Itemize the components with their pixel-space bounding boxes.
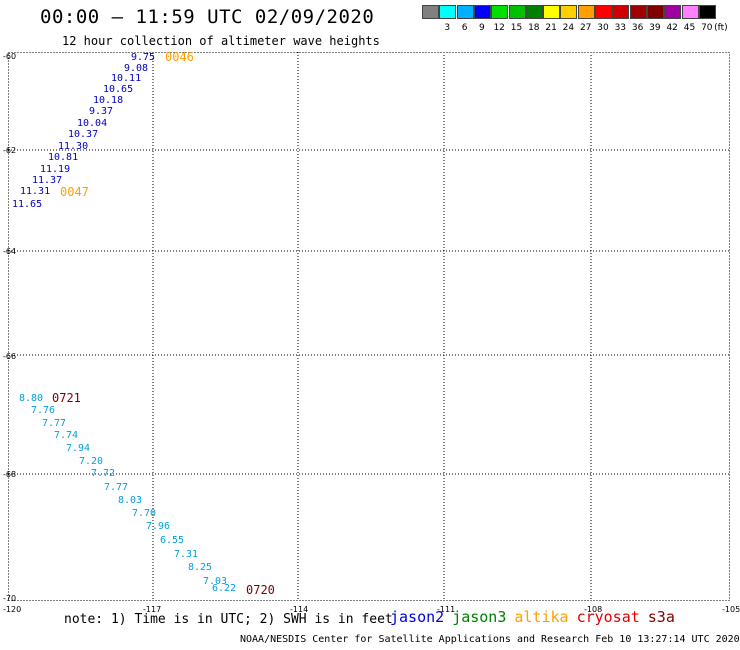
swh-value: 11.30 bbox=[58, 141, 89, 152]
swh-value: 7.72 bbox=[91, 468, 116, 479]
longitude-label: -108 bbox=[584, 605, 603, 614]
satellite-name: jason3 bbox=[452, 608, 507, 626]
satellite-name: s3a bbox=[647, 608, 675, 626]
latitude-label: -64 bbox=[3, 247, 17, 256]
latitude-label: -70 bbox=[3, 594, 17, 603]
footer-credit: NOAA/NESDIS Center for Satellite Applica… bbox=[240, 634, 740, 645]
legend-swatch bbox=[422, 5, 439, 19]
legend-label: 30 bbox=[597, 23, 609, 33]
swh-value: 7.31 bbox=[174, 549, 199, 560]
page-subtitle: 12 hour collection of altimeter wave hei… bbox=[62, 34, 380, 48]
map-grid bbox=[8, 52, 730, 601]
legend-label: 3 bbox=[444, 23, 451, 33]
legend-swatch bbox=[508, 5, 526, 19]
longitude-label: -117 bbox=[143, 605, 162, 614]
legend-label: 24 bbox=[562, 23, 575, 33]
swh-value: 10.18 bbox=[93, 95, 124, 106]
legend-label: 39 bbox=[649, 23, 661, 33]
swh-value: 7.20 bbox=[79, 456, 104, 467]
legend-swatch bbox=[456, 5, 474, 19]
legend-swatch bbox=[473, 5, 491, 19]
legend-label: 45 bbox=[683, 23, 696, 33]
legend-label: 12 bbox=[493, 23, 505, 33]
swh-value: 11.65 bbox=[12, 199, 43, 210]
pass-time-label: 0047 bbox=[60, 185, 89, 199]
swh-value: 11.19 bbox=[40, 164, 71, 175]
swh-value: 6.55 bbox=[160, 535, 185, 546]
swh-value: 7.77 bbox=[104, 482, 129, 493]
legend-swatch bbox=[629, 5, 647, 19]
swh-value: 10.11 bbox=[111, 73, 142, 84]
legend-unit: (ft) bbox=[714, 23, 728, 33]
legend-swatch bbox=[646, 5, 664, 19]
swh-value: 8.80 bbox=[19, 393, 44, 404]
swh-value: 11.37 bbox=[32, 175, 63, 186]
longitude-label: -120 bbox=[3, 605, 22, 614]
legend-label: 21 bbox=[545, 23, 557, 33]
legend-swatch bbox=[525, 5, 543, 19]
satellite-name: cryosat bbox=[576, 608, 640, 626]
pass-time-label: 0046 bbox=[165, 50, 194, 64]
legend-label: 9 bbox=[479, 23, 485, 33]
legend-label: 15 bbox=[510, 23, 523, 33]
swh-value: 8.03 bbox=[118, 495, 143, 506]
swh-value: 10.04 bbox=[77, 118, 108, 129]
map-panel bbox=[8, 52, 730, 601]
legend-swatch bbox=[491, 5, 509, 19]
legend-swatch bbox=[698, 5, 716, 19]
pass-time-label: 0720 bbox=[246, 583, 275, 597]
legend-swatch bbox=[560, 5, 578, 19]
satellite-name: jason2 bbox=[390, 608, 445, 626]
legend-label: 36 bbox=[631, 23, 644, 33]
legend-swatch bbox=[439, 5, 457, 19]
legend-label: 18 bbox=[528, 23, 540, 33]
pass-time-label: 0721 bbox=[52, 391, 81, 405]
latitude-label: -62 bbox=[3, 146, 17, 155]
swh-value: 6.22 bbox=[212, 583, 237, 594]
satellite-name: altika bbox=[514, 608, 569, 626]
swh-value: 7.74 bbox=[54, 430, 79, 441]
latitude-label: -66 bbox=[3, 352, 17, 361]
legend-label: 33 bbox=[614, 23, 627, 33]
swh-value: 10.37 bbox=[68, 129, 99, 140]
swh-value: 8.25 bbox=[188, 562, 213, 573]
swh-value: 7.76 bbox=[31, 405, 56, 416]
swh-value: 10.81 bbox=[48, 152, 79, 163]
swh-value: 7.94 bbox=[66, 443, 91, 454]
legend-label: 27 bbox=[579, 23, 592, 33]
note-text: note: 1) Time is in UTC; 2) SWH is in fe… bbox=[64, 612, 393, 627]
swh-value: 10.65 bbox=[103, 84, 134, 95]
swh-value: 7.03 bbox=[203, 576, 228, 587]
swh-value: 11.31 bbox=[20, 186, 51, 197]
swh-value: 9.37 bbox=[89, 106, 114, 117]
legend-label: 42 bbox=[666, 23, 678, 33]
legend-swatch bbox=[664, 5, 682, 19]
legend-swatch bbox=[543, 5, 561, 19]
legend-swatch bbox=[577, 5, 595, 19]
swh-value: 7.77 bbox=[42, 418, 67, 429]
legend-swatch bbox=[612, 5, 630, 19]
legend-swatch bbox=[595, 5, 612, 19]
swh-value: 7.70 bbox=[132, 508, 157, 519]
longitude-label: -105 bbox=[722, 605, 740, 614]
satellite-legend: jason2 jason3 altika cryosat s3a bbox=[390, 608, 683, 626]
latitude-label: -68 bbox=[3, 470, 17, 479]
legend-swatch bbox=[681, 5, 699, 19]
swh-value: 9.08 bbox=[124, 63, 149, 74]
map-border bbox=[8, 52, 730, 601]
longitude-label: -114 bbox=[290, 605, 309, 614]
latitude-label: -60 bbox=[3, 52, 17, 61]
page-title: 00:00 – 11:59 UTC 02/09/2020 bbox=[40, 6, 375, 28]
longitude-label: -111 bbox=[437, 605, 456, 614]
legend-label: 70 bbox=[701, 23, 713, 33]
legend-label: 6 bbox=[461, 23, 468, 33]
swh-value: 9.75 bbox=[131, 52, 156, 63]
swh-value: 7.96 bbox=[146, 521, 171, 532]
